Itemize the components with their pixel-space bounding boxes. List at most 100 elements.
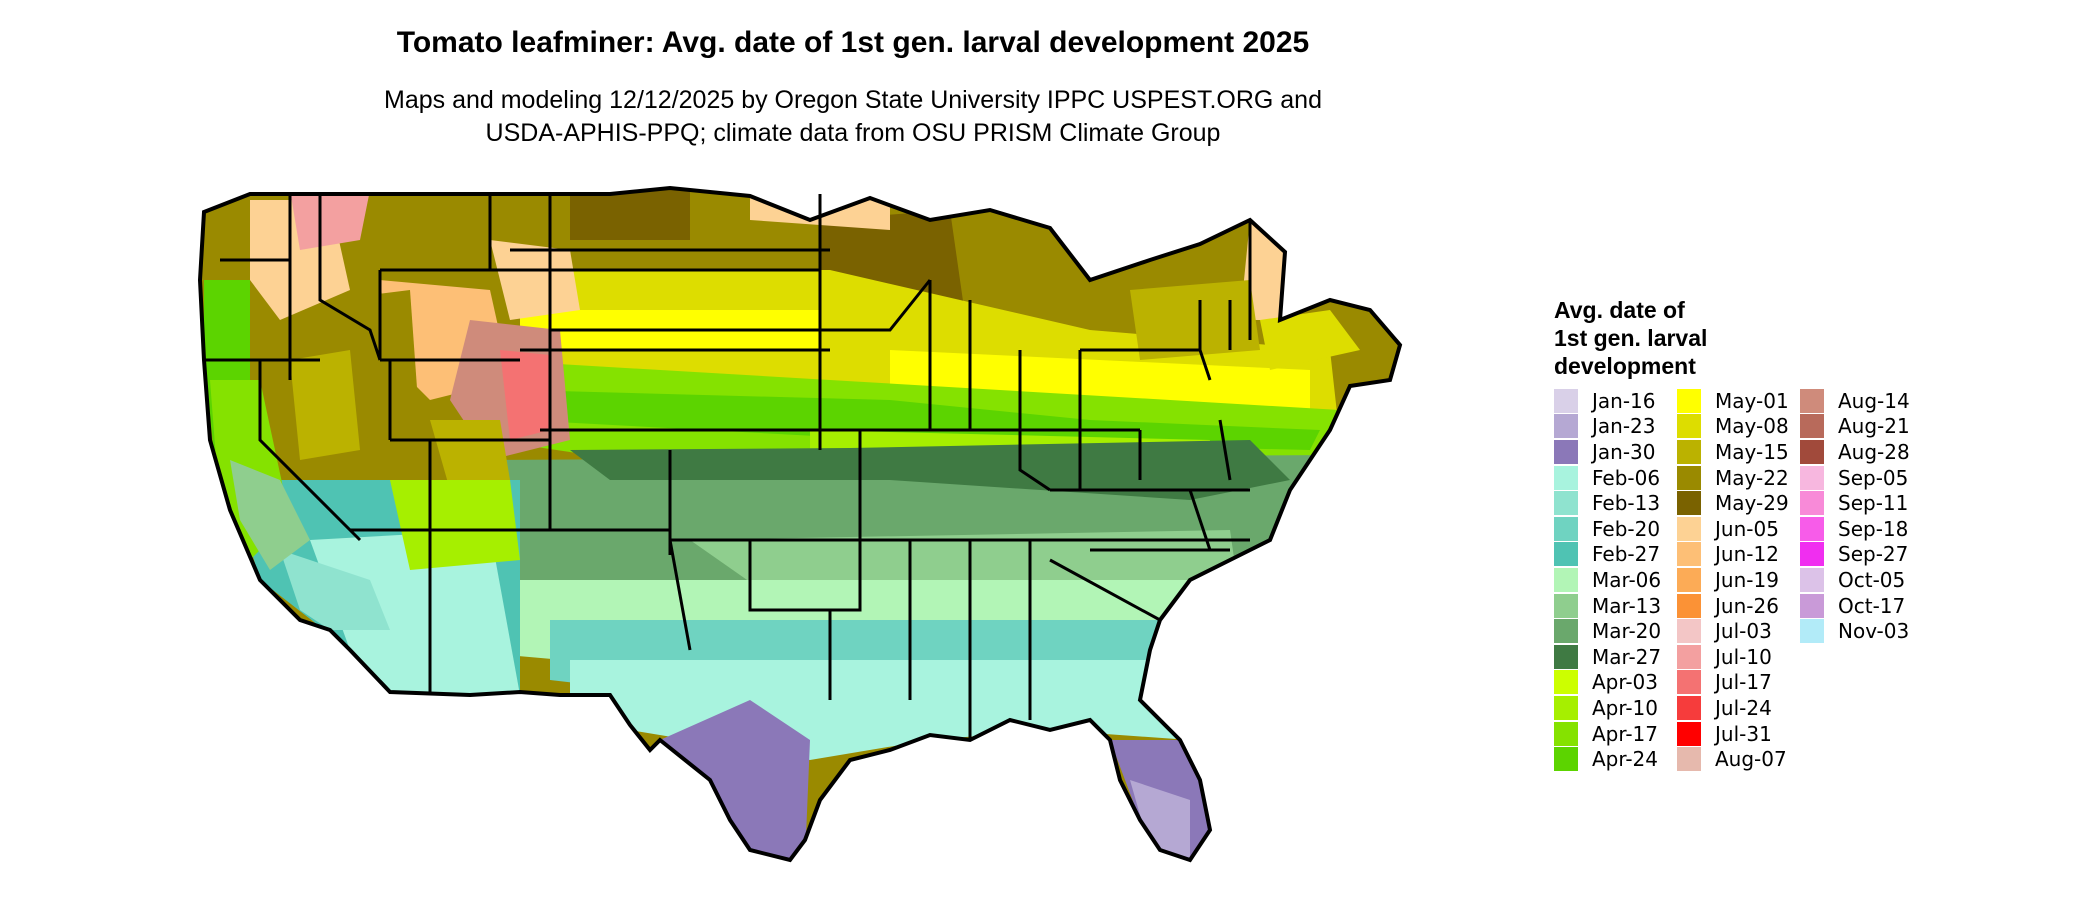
legend-swatch (1554, 721, 1578, 746)
legend-swatch (1554, 465, 1578, 490)
legend-swatch (1677, 388, 1701, 413)
legend-label: Jul-03 (1715, 619, 1772, 644)
legend-column: Aug-14 Aug-21 Aug-28 Sep-05 Sep-11 Sep-18 Sep-… (1800, 388, 1923, 772)
legend-item: Jul-17 (1677, 670, 1800, 696)
legend-item: May-08 (1677, 414, 1800, 440)
legend-label: Apr-24 (1592, 747, 1658, 772)
legend-item: Feb-27 (1554, 542, 1677, 568)
legend-swatch (1800, 516, 1824, 541)
legend-swatch (1800, 593, 1824, 618)
legend-item: Jan-23 (1554, 414, 1677, 440)
legend-swatch (1677, 414, 1701, 439)
legend-item: May-01 (1677, 388, 1800, 414)
subtitle-line-2: USDA-APHIS-PPQ; climate data from OSU PR… (485, 119, 1221, 147)
legend-item: Jun-19 (1677, 567, 1800, 593)
legend-swatch (1677, 747, 1701, 772)
map-title: Tomato leafminer: Avg. date of 1st gen. … (396, 26, 1310, 59)
legend-item: Mar-20 (1554, 618, 1677, 644)
legend-swatch (1800, 414, 1824, 439)
legend-swatch (1800, 542, 1824, 567)
state-boundaries (204, 194, 1252, 740)
legend-title-line-1: Avg. date of (1554, 297, 1685, 323)
map-subtitle: Maps and modeling 12/12/2025 by Oregon S… (0, 84, 1706, 150)
legend-label: May-08 (1715, 414, 1789, 439)
legend-label: Jun-12 (1715, 542, 1779, 567)
legend-label: Aug-21 (1838, 414, 1910, 439)
legend-item: Feb-13 (1554, 490, 1677, 516)
legend: Avg. date of 1st gen. larval development… (1554, 296, 1910, 772)
legend-item: Jan-16 (1554, 388, 1677, 414)
legend-label: Feb-06 (1592, 465, 1661, 490)
legend-label: Oct-05 (1838, 567, 1906, 592)
legend-item: Jul-31 (1677, 721, 1800, 747)
legend-label: Jun-26 (1715, 593, 1779, 618)
legend-item: Feb-06 (1554, 465, 1677, 491)
legend-item: Nov-03 (1800, 618, 1923, 644)
legend-label: Sep-18 (1838, 516, 1909, 541)
legend-item: Aug-14 (1800, 388, 1923, 414)
legend-swatch (1554, 593, 1578, 618)
legend-swatch (1554, 542, 1578, 567)
legend-item: May-15 (1677, 439, 1800, 465)
legend-label: Jan-16 (1592, 388, 1656, 413)
legend-label: Feb-20 (1592, 516, 1661, 541)
legend-label: Feb-13 (1592, 491, 1661, 516)
legend-column: May-01 May-08 May-15 May-22 May-29 Jun-05 Jun-… (1677, 388, 1800, 772)
legend-item: Sep-18 (1800, 516, 1923, 542)
legend-columns: Jan-16 Jan-23 Jan-30 Feb-06 Feb-13 Feb-20 Feb-… (1554, 388, 1923, 772)
legend-swatch (1554, 388, 1578, 413)
legend-label: Aug-14 (1838, 388, 1910, 413)
legend-swatch (1677, 439, 1701, 464)
legend-item: Sep-11 (1800, 490, 1923, 516)
legend-item: Mar-27 (1554, 644, 1677, 670)
legend-swatch (1554, 619, 1578, 644)
legend-item: Jan-30 (1554, 439, 1677, 465)
legend-label: Sep-11 (1838, 491, 1909, 516)
legend-item: Jun-05 (1677, 516, 1800, 542)
legend-item: Sep-27 (1800, 542, 1923, 568)
legend-swatch (1800, 439, 1824, 464)
legend-swatch (1800, 491, 1824, 516)
legend-swatch (1677, 465, 1701, 490)
legend-label: May-01 (1715, 388, 1789, 413)
legend-label: Nov-03 (1838, 619, 1910, 644)
legend-item: Oct-05 (1800, 567, 1923, 593)
legend-title: Avg. date of 1st gen. larval development (1554, 296, 1774, 380)
legend-label: Apr-10 (1592, 695, 1658, 720)
legend-label: Jan-30 (1592, 439, 1656, 464)
legend-label: Mar-13 (1592, 593, 1662, 618)
legend-label: May-15 (1715, 439, 1789, 464)
legend-label: May-29 (1715, 491, 1789, 516)
legend-item: Mar-13 (1554, 593, 1677, 619)
legend-swatch (1677, 542, 1701, 567)
legend-item: Jul-24 (1677, 695, 1800, 721)
legend-swatch (1677, 567, 1701, 592)
legend-item: Jun-12 (1677, 542, 1800, 568)
legend-item: Aug-07 (1677, 746, 1800, 772)
legend-swatch (1554, 747, 1578, 772)
legend-item: Oct-17 (1800, 593, 1923, 619)
legend-title-line-2: 1st gen. larval (1554, 325, 1708, 351)
legend-item: May-22 (1677, 465, 1800, 491)
legend-swatch (1677, 619, 1701, 644)
legend-swatch (1554, 670, 1578, 695)
legend-swatch (1800, 619, 1824, 644)
legend-swatch (1677, 721, 1701, 746)
legend-item: May-29 (1677, 490, 1800, 516)
legend-column: Jan-16 Jan-23 Jan-30 Feb-06 Feb-13 Feb-20 Feb-… (1554, 388, 1677, 772)
legend-item: Aug-28 (1800, 439, 1923, 465)
legend-swatch (1677, 491, 1701, 516)
legend-label: Jun-19 (1715, 567, 1779, 592)
legend-label: Aug-07 (1715, 747, 1787, 772)
legend-label: May-22 (1715, 465, 1789, 490)
legend-swatch (1800, 567, 1824, 592)
legend-item: Mar-06 (1554, 567, 1677, 593)
legend-swatch (1800, 388, 1824, 413)
legend-label: Oct-17 (1838, 593, 1906, 618)
legend-item: Jul-03 (1677, 618, 1800, 644)
legend-label: Mar-06 (1592, 567, 1662, 592)
legend-label: Jul-10 (1715, 644, 1772, 669)
legend-item: Aug-21 (1800, 414, 1923, 440)
legend-label: Jan-23 (1592, 414, 1656, 439)
legend-item: Feb-20 (1554, 516, 1677, 542)
